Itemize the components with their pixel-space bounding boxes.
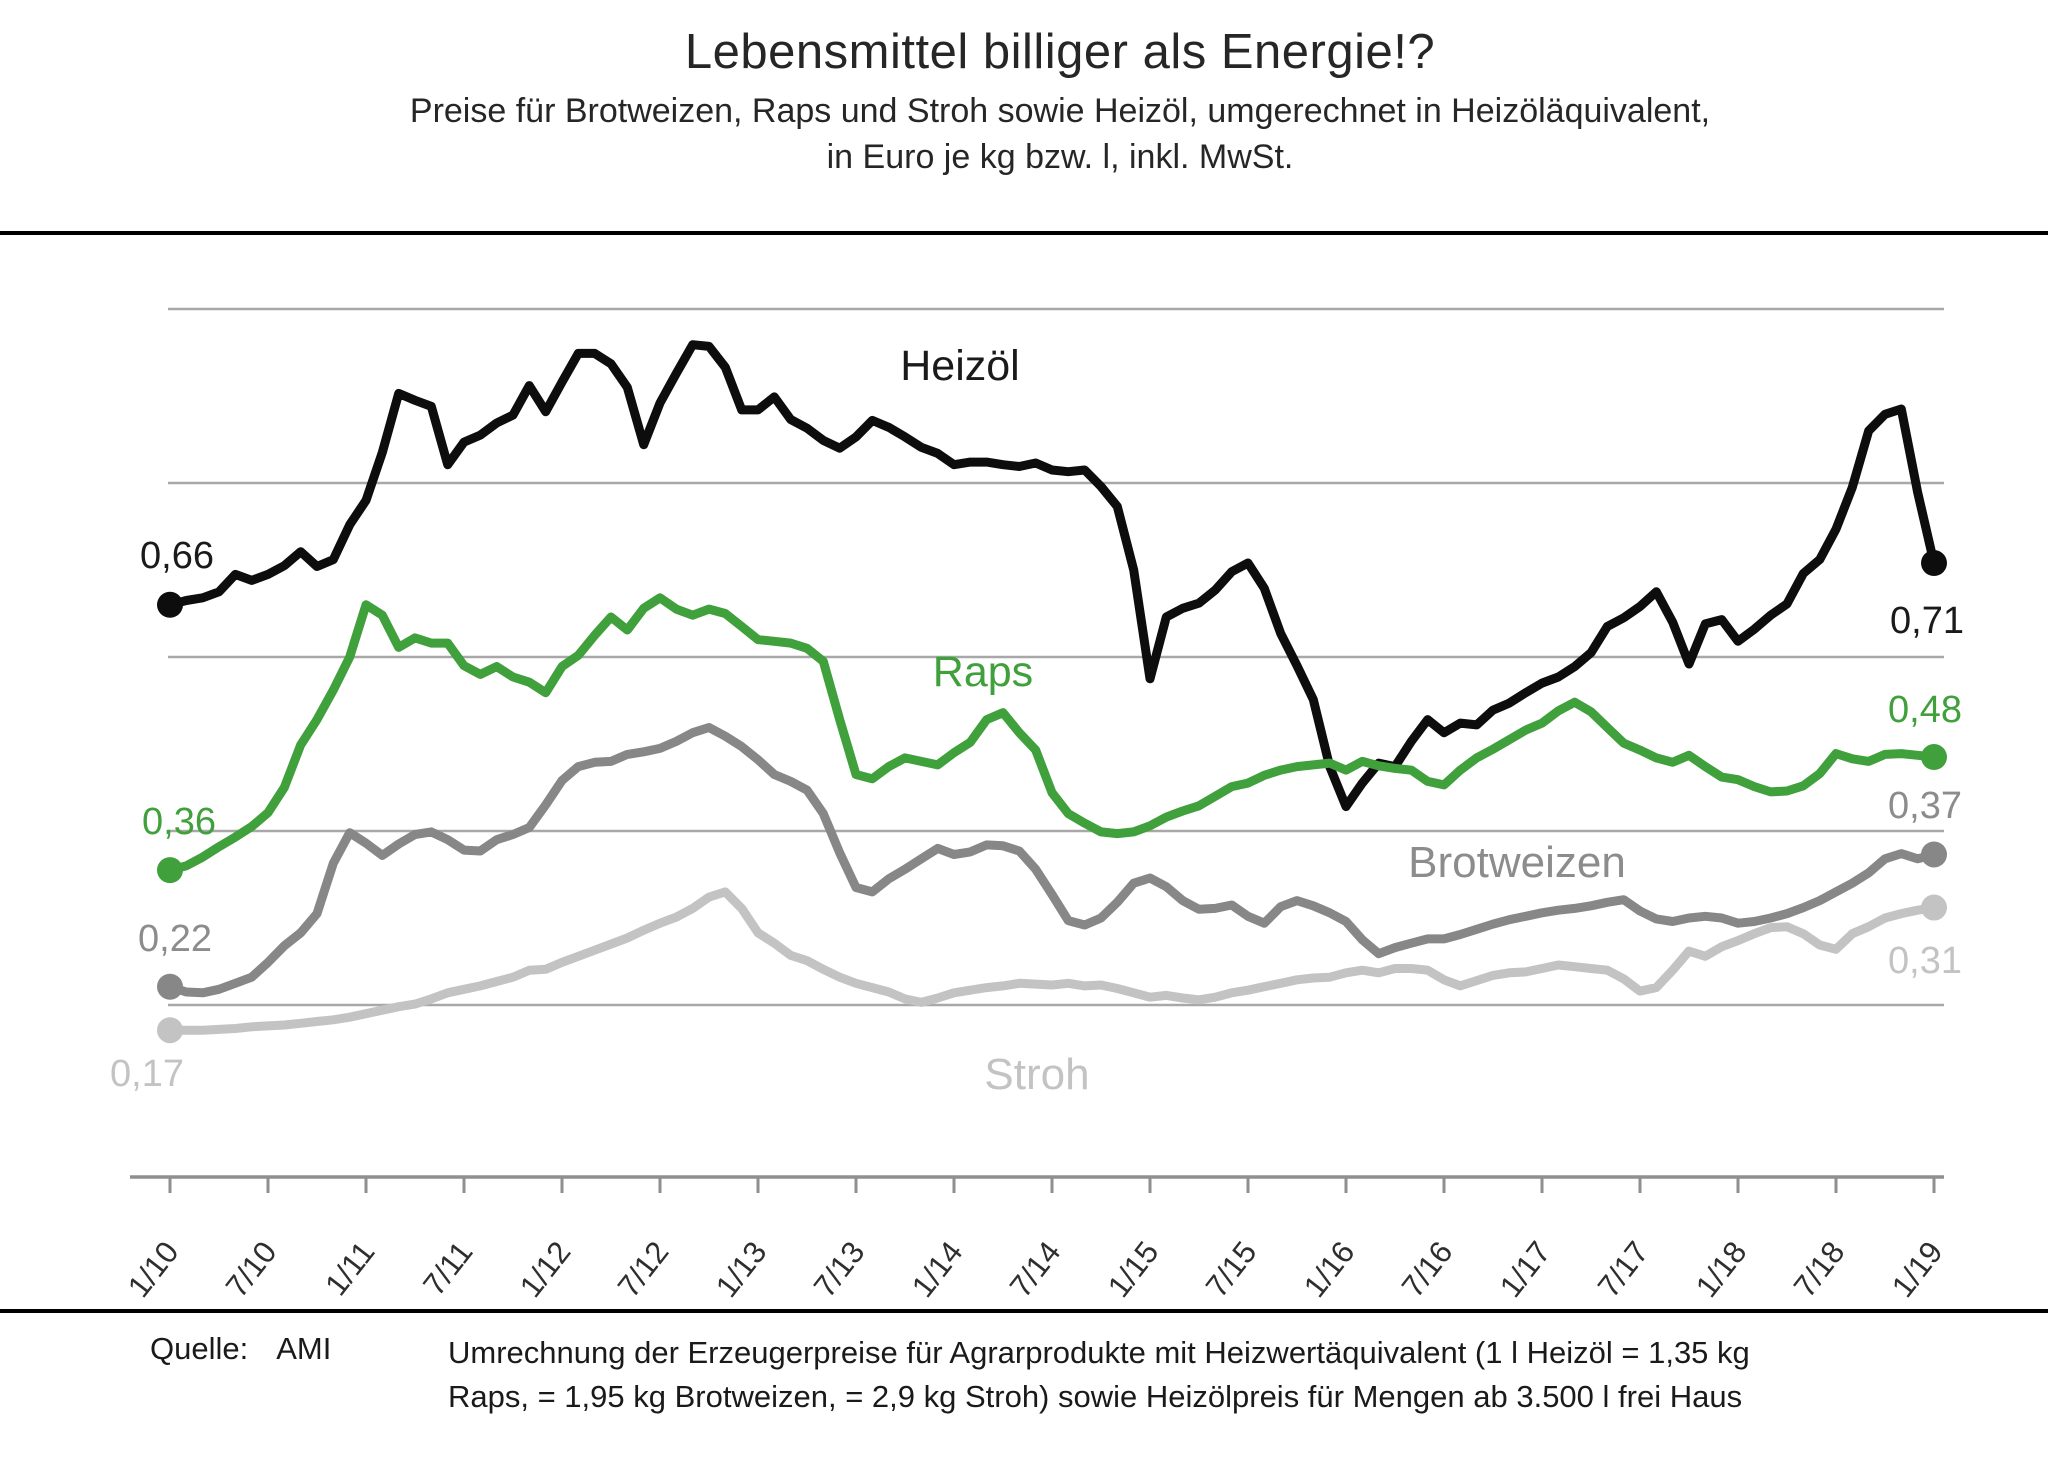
x-tick-label: 7/12 xyxy=(611,1235,676,1304)
start-value-label-stroh: 0,17 xyxy=(110,1053,184,1095)
series-end-dot-brotweizen xyxy=(1921,841,1947,868)
series-label-brotweizen: Brotweizen xyxy=(1408,838,1626,887)
series-label-heizoel: Heizöl xyxy=(900,342,1020,390)
bottom-divider xyxy=(0,1309,2048,1313)
source-line: Quelle: AMI xyxy=(150,1331,331,1367)
top-divider xyxy=(0,231,2048,235)
page-subtitle-line2: in Euro je kg bzw. l, inkl. MwSt. xyxy=(826,138,1294,176)
series-start-dot-brotweizen xyxy=(157,973,183,1000)
series-line-raps xyxy=(165,593,1939,875)
x-tick-label: 7/18 xyxy=(1787,1235,1852,1304)
series-start-dot-raps xyxy=(157,857,183,884)
series-line-heizoel xyxy=(165,340,1939,812)
x-tick-label: 7/11 xyxy=(416,1235,479,1302)
x-tick-label: 1/10 xyxy=(121,1235,186,1304)
series-start-dot-heizoel xyxy=(157,591,183,618)
source-label: Quelle: xyxy=(150,1331,249,1366)
series-end-dot-stroh xyxy=(1921,894,1947,921)
footnote: Umrechnung der Erzeugerpreise für Agrarp… xyxy=(448,1331,1968,1419)
end-value-label-brotweizen: 0,37 xyxy=(1888,785,1962,827)
series-end-dot-raps xyxy=(1921,744,1947,771)
x-tick-label: 1/12 xyxy=(513,1235,578,1304)
x-tick-label: 1/15 xyxy=(1101,1235,1166,1304)
x-tick-label: 7/17 xyxy=(1591,1235,1656,1304)
page-title: Lebensmittel billiger als Energie!? xyxy=(684,25,1436,79)
end-value-label-raps: 0,48 xyxy=(1888,689,1962,731)
series-line-stroh xyxy=(165,887,1939,1035)
x-tick-label: 1/14 xyxy=(905,1235,970,1304)
x-tick-label: 1/16 xyxy=(1297,1235,1362,1304)
start-value-label-brotweizen: 0,22 xyxy=(138,918,212,960)
x-tick-label: 7/14 xyxy=(1003,1235,1068,1304)
series-label-raps: Raps xyxy=(933,648,1033,696)
x-tick-label: 1/19 xyxy=(1885,1235,1950,1304)
x-tick-label: 7/15 xyxy=(1199,1235,1264,1304)
x-tick-label: 7/13 xyxy=(807,1235,872,1304)
x-tick-label: 7/16 xyxy=(1395,1235,1460,1304)
series-line-brotweizen xyxy=(165,723,1939,998)
x-tick-label: 7/10 xyxy=(219,1235,284,1304)
series-start-dot-stroh xyxy=(157,1017,183,1044)
footnote-line1: Umrechnung der Erzeugerpreise für Agrarp… xyxy=(448,1335,1750,1370)
end-value-label-heizoel: 0,71 xyxy=(1890,600,1964,642)
x-tick-label: 1/11 xyxy=(318,1235,381,1302)
series-label-stroh: Stroh xyxy=(984,1050,1089,1099)
end-value-label-stroh: 0,31 xyxy=(1888,940,1962,982)
series-end-dot-heizoel xyxy=(1921,550,1947,577)
start-value-label-raps: 0,36 xyxy=(142,801,216,843)
footnote-line2: Raps, = 1,95 kg Brotweizen, = 2,9 kg Str… xyxy=(448,1379,1743,1414)
x-tick-label: 1/13 xyxy=(709,1235,774,1304)
source-value: AMI xyxy=(276,1331,332,1366)
x-tick-label: 1/18 xyxy=(1689,1235,1754,1304)
start-value-label-heizoel: 0,66 xyxy=(140,535,214,577)
x-tick-label: 1/17 xyxy=(1493,1235,1558,1304)
page-subtitle-line1: Preise für Brotweizen, Raps und Stroh so… xyxy=(409,92,1711,130)
